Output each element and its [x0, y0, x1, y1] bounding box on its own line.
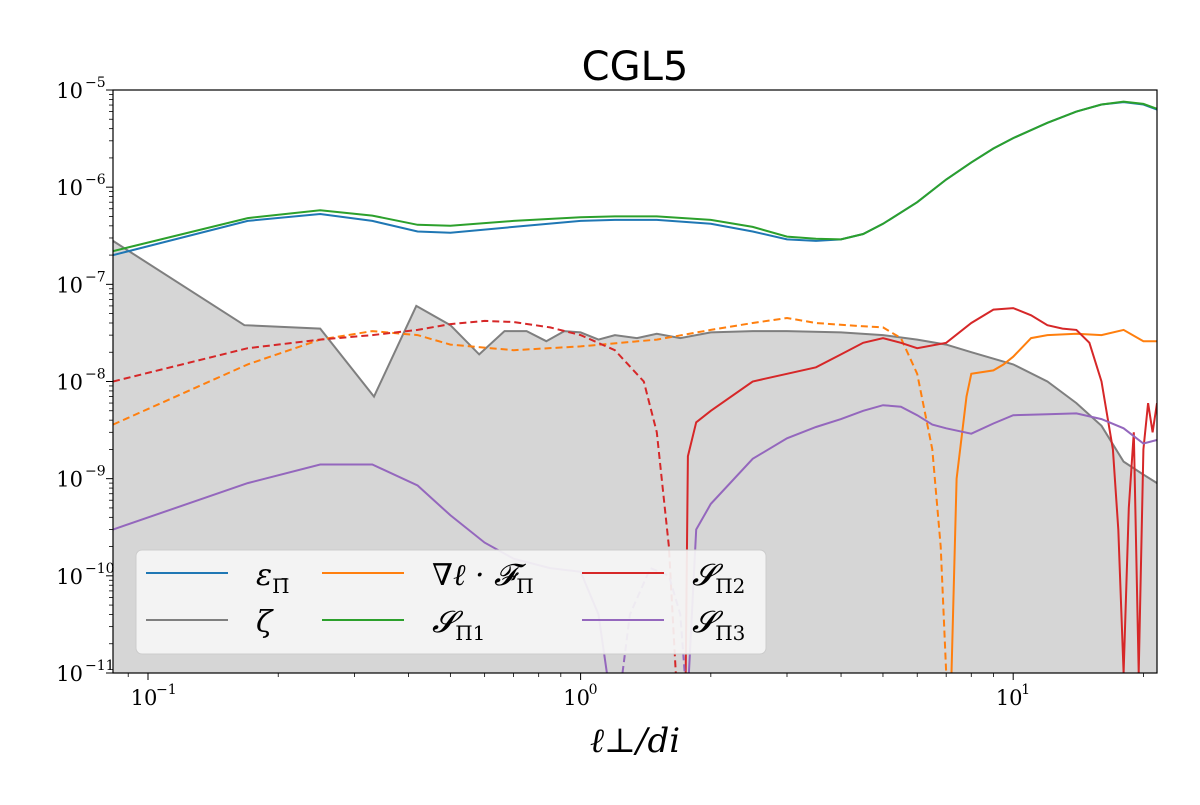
y-tick-exponent: −9: [85, 464, 106, 480]
legend-label-sub: Π2: [715, 574, 745, 598]
series-line-zeta: [113, 240, 1157, 484]
x-tick-exponent: 1: [1021, 682, 1030, 698]
legend-label: 𝓢Π1: [432, 605, 485, 645]
legend-label-main: ε: [256, 558, 272, 593]
legend-label-main: ζ: [256, 605, 274, 640]
y-tick-exponent: −8: [85, 367, 106, 383]
series-1-line: [113, 101, 1157, 257]
x-axis-label-text: ℓ⊥/di: [590, 721, 680, 761]
legend-label-main: ∇ℓ · 𝓕: [432, 558, 527, 593]
legend-label-sub: Π1: [455, 621, 485, 645]
legend-label-sub: Π̄: [272, 574, 289, 598]
legend-label: εΠ̄: [256, 558, 290, 598]
y-tick-label: 10: [56, 79, 83, 103]
x-tick-exponent: 0: [589, 682, 598, 698]
series-5-dashed-line: [113, 319, 677, 673]
y-tick-exponent: −7: [85, 269, 106, 285]
series-4-dashed-line: [113, 316, 948, 673]
y-tick-label: 10: [56, 176, 83, 200]
x-tick-exponent: −1: [156, 682, 177, 698]
x-axis-label: ℓ⊥/di: [590, 721, 680, 761]
y-tick-exponent: −10: [85, 561, 115, 577]
series-2-line: [113, 100, 1157, 253]
y-tick-exponent: −11: [85, 658, 115, 674]
y-tick-label: 10: [56, 662, 83, 686]
y-tick-label: 10: [56, 565, 83, 589]
y-tick-label: 10: [56, 468, 83, 492]
legend-label: ζ: [256, 605, 274, 640]
legend-box: [135, 549, 767, 655]
legend-label: ∇ℓ · 𝓕Π: [432, 558, 534, 598]
chart-title: CGL5: [582, 44, 689, 90]
legend-label-sub: Π3: [715, 621, 745, 645]
y-tick-label: 10: [56, 371, 83, 395]
series-5-solid-line: [684, 307, 1157, 673]
y-tick-exponent: −6: [85, 172, 106, 188]
x-tick-label: 10: [131, 686, 158, 710]
x-tick-label: 10: [996, 686, 1023, 710]
series-4-solid-line: [950, 328, 1157, 673]
y-tick-label: 10: [56, 273, 83, 297]
y-tick-exponent: −5: [85, 75, 106, 91]
x-tick-label: 10: [563, 686, 590, 710]
series-6-solid-line-2: [687, 404, 1157, 673]
legend-label-sub: Π: [516, 574, 533, 598]
legend-label: 𝓢Π2: [692, 558, 745, 598]
